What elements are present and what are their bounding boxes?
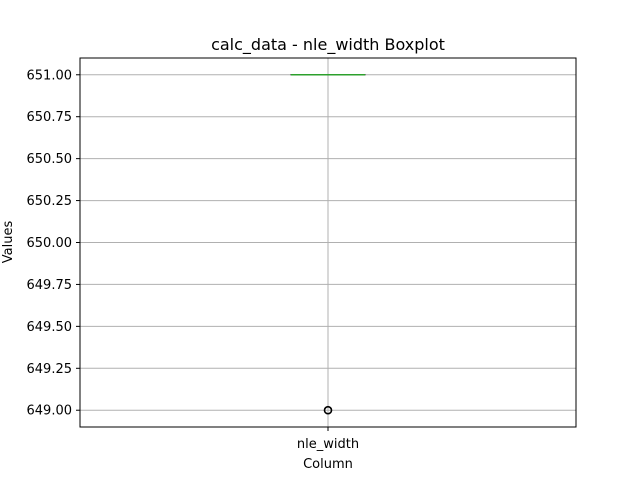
- grid-layer: [80, 58, 576, 427]
- y-tick-label: 649.50: [27, 320, 73, 335]
- y-tick-label: 649.00: [27, 404, 73, 419]
- y-tick-label: 650.00: [27, 236, 73, 251]
- x-tick-label: nle_width: [297, 437, 359, 452]
- y-tick-label: 650.50: [27, 152, 73, 167]
- y-axis-label: Values: [1, 221, 16, 264]
- chart-title: calc_data - nle_width Boxplot: [211, 35, 445, 55]
- y-tick-label: 650.75: [27, 110, 73, 125]
- y-tick-label: 650.25: [27, 194, 73, 209]
- y-tick-label: 649.75: [27, 278, 73, 293]
- outlier-point: [323, 405, 333, 415]
- x-axis-ticks: nle_width: [297, 427, 359, 452]
- y-axis-ticks: 649.00 649.25 649.50 649.75 650.00 650.25 650.…: [27, 68, 80, 419]
- y-tick-label: 649.25: [27, 362, 73, 377]
- y-tick-label: 651.00: [27, 68, 73, 83]
- x-axis-label: Column: [303, 457, 353, 472]
- plot-layer: [290, 74, 366, 415]
